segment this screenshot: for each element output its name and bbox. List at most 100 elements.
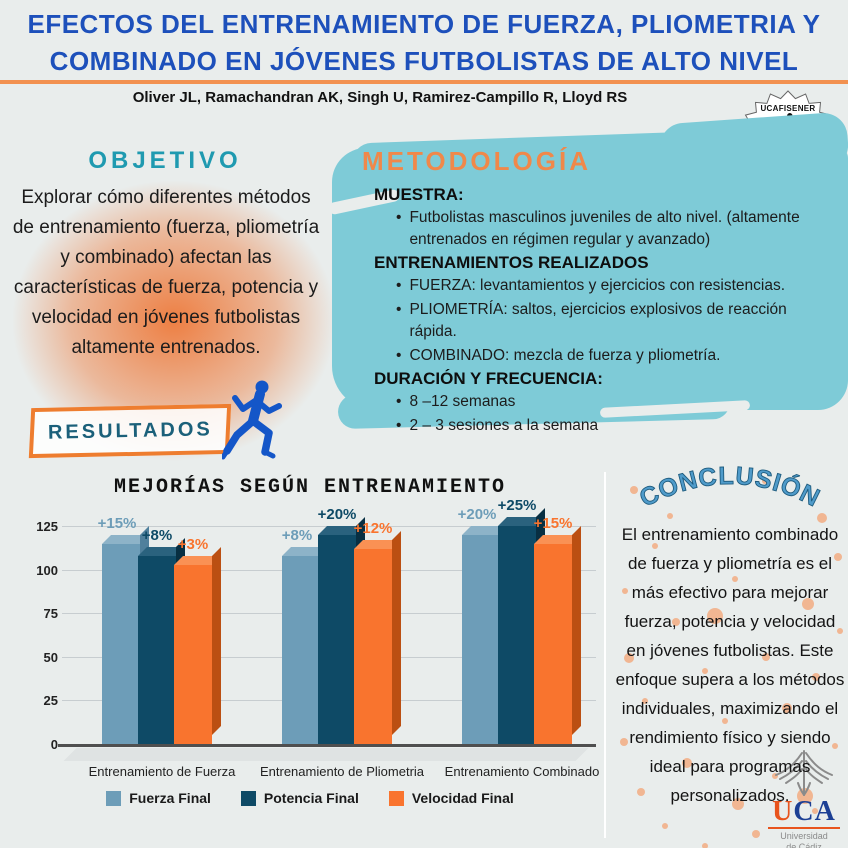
legend-swatch bbox=[106, 790, 122, 806]
decor-dot bbox=[652, 543, 658, 549]
bar-velocidad-final bbox=[354, 549, 392, 744]
objetivo-text: Explorar cómo diferentes métodos de entr… bbox=[12, 187, 320, 358]
uca-letter-u: U bbox=[772, 796, 794, 827]
bullet-marker: • bbox=[396, 393, 402, 410]
method-subheading: ENTRENAMIENTOS REALIZADOS bbox=[374, 253, 649, 272]
university-logo: UCA Universidad de Cádiz bbox=[764, 748, 844, 848]
uca-caption-line1: Universidad bbox=[780, 831, 828, 841]
method-bullet: • FUERZA: levantamientos y ejercicios con… bbox=[374, 275, 838, 297]
x-axis-line bbox=[58, 744, 596, 747]
uca-caption: Universidad de Cádiz bbox=[764, 831, 844, 848]
uca-letters-ca: CA bbox=[793, 796, 836, 827]
bar-velocidad-final bbox=[174, 564, 212, 744]
method-bullet-text: 8 –12 semanas bbox=[409, 393, 516, 410]
decor-dot bbox=[832, 743, 838, 749]
resultados-label-box: RESULTADOS bbox=[28, 403, 232, 459]
y-axis-tick-label: 100 bbox=[36, 562, 58, 578]
bar-chart: MEJORÍAS SEGÚN ENTRENAMIENTO 0 25 50 75 100 1… bbox=[18, 472, 602, 824]
conclusion-heading-arc: CONCLUSIÓN bbox=[635, 461, 825, 513]
bar-value-label: +15% bbox=[533, 514, 573, 532]
x-axis-category-label: Entrenamiento de Pliometria bbox=[259, 764, 425, 779]
x-axis-category-label: Entrenamiento de Fuerza bbox=[88, 764, 236, 779]
decor-dot bbox=[762, 478, 768, 484]
decor-dot bbox=[817, 513, 827, 523]
bar-value-label: +12% bbox=[353, 520, 393, 538]
conclusion-panel: CONCLUSIÓN El entrenamiento combinado de… bbox=[612, 458, 848, 848]
sprinter-icon bbox=[222, 380, 282, 460]
legend-swatch bbox=[388, 790, 404, 806]
decor-dot bbox=[812, 673, 820, 681]
resultados-label: RESULTADOS bbox=[47, 417, 213, 444]
decor-dot bbox=[802, 598, 814, 610]
uca-caption-line2: de Cádiz bbox=[786, 842, 822, 848]
y-axis-tick-label: 50 bbox=[43, 649, 58, 665]
decor-dot bbox=[642, 698, 648, 704]
bullet-marker: • bbox=[396, 277, 402, 294]
method-subheading: MUESTRA: bbox=[374, 185, 464, 204]
svg-text:CONCLUSIÓN: CONCLUSIÓN bbox=[635, 462, 825, 513]
legend-item: Fuerza Final bbox=[106, 790, 211, 806]
y-axis-tick-label: 125 bbox=[36, 519, 58, 535]
metodologia-content: MUESTRA: • Futbolistas masculinos juvenile… bbox=[374, 183, 838, 439]
uca-acronym: UCA bbox=[764, 798, 844, 826]
bar-fuerza-final bbox=[102, 543, 140, 744]
decor-dot bbox=[732, 576, 738, 582]
chart-floor bbox=[63, 748, 589, 761]
bar-fuerza-final bbox=[282, 556, 320, 744]
legend-label: Fuerza Final bbox=[129, 790, 211, 806]
method-bullet: • 2 – 3 sesiones a la semana bbox=[374, 415, 838, 437]
legend-item: Potencia Final bbox=[240, 790, 359, 806]
title-underline bbox=[0, 80, 848, 84]
decor-dot bbox=[667, 513, 673, 519]
page-title-line2: COMBINADO EN JÓVENES FUTBOLISTAS DE ALTO… bbox=[49, 46, 799, 76]
bar-potencia-final bbox=[318, 535, 356, 744]
bullet-marker: • bbox=[396, 347, 402, 364]
legend-swatch bbox=[240, 790, 256, 806]
decor-dot bbox=[620, 738, 628, 746]
conclusion-text: El entrenamiento combinado de fuerza y p… bbox=[615, 525, 845, 805]
bar-side-face bbox=[392, 531, 401, 735]
decor-dot bbox=[752, 830, 760, 838]
bar-value-label: +3% bbox=[177, 535, 209, 553]
bar-fuerza-final bbox=[462, 535, 500, 744]
page-title-line1: EFECTOS DEL ENTRENAMIENTO DE FUERZA, PLI… bbox=[27, 9, 821, 39]
decor-dot bbox=[722, 718, 728, 724]
bar-value-label: +8% bbox=[141, 527, 173, 544]
decor-dot bbox=[812, 808, 818, 814]
bar-value-label: +25% bbox=[497, 497, 537, 515]
authors-line: Oliver JL, Ramachandran AK, Singh U, Ram… bbox=[132, 89, 628, 106]
conclusion-heading: CONCLUSIÓN bbox=[635, 461, 824, 513]
bullet-marker: • bbox=[396, 209, 402, 226]
bar-side-face bbox=[572, 525, 581, 735]
decor-dot bbox=[834, 553, 842, 561]
legend-label: Velocidad Final bbox=[411, 790, 514, 806]
vertical-divider bbox=[604, 472, 606, 838]
bar-value-label: +15% bbox=[97, 514, 137, 532]
decor-dot bbox=[682, 758, 692, 768]
bar-value-label: +8% bbox=[281, 527, 313, 544]
metodologia-heading: METODOLOGÍA bbox=[362, 146, 591, 176]
decor-dot bbox=[732, 798, 744, 810]
method-bullet-text: COMBINADO: mezcla de fuerza y pliometría… bbox=[409, 347, 721, 364]
method-bullet: • COMBINADO: mezcla de fuerza y pliometrí… bbox=[374, 345, 838, 367]
decor-dot bbox=[637, 788, 645, 796]
bar-velocidad-final bbox=[534, 543, 572, 744]
method-subheading: DURACIÓN Y FRECUENCIA: bbox=[374, 369, 603, 388]
legend-item: Velocidad Final bbox=[388, 790, 514, 806]
x-axis-category-label: Entrenamiento Combinado bbox=[444, 764, 600, 779]
decor-dot bbox=[630, 486, 638, 494]
bar-potencia-final bbox=[498, 526, 536, 744]
bullet-marker: • bbox=[396, 301, 402, 318]
decor-dot bbox=[672, 618, 680, 626]
teal-paint-blob bbox=[332, 148, 848, 410]
chart-title: MEJORÍAS SEGÚN ENTRENAMIENTO bbox=[113, 476, 507, 499]
decor-dot bbox=[837, 628, 843, 634]
method-bullet-text: Futbolistas masculinos juveniles de alto… bbox=[409, 209, 800, 248]
uca-emblem-icon bbox=[775, 750, 833, 796]
decor-dot bbox=[762, 653, 770, 661]
decor-dot bbox=[707, 608, 723, 624]
y-axis-tick-label: 0 bbox=[50, 737, 58, 752]
bar-side-face bbox=[212, 546, 221, 735]
decor-dot bbox=[662, 823, 668, 829]
uca-rule bbox=[768, 827, 840, 829]
